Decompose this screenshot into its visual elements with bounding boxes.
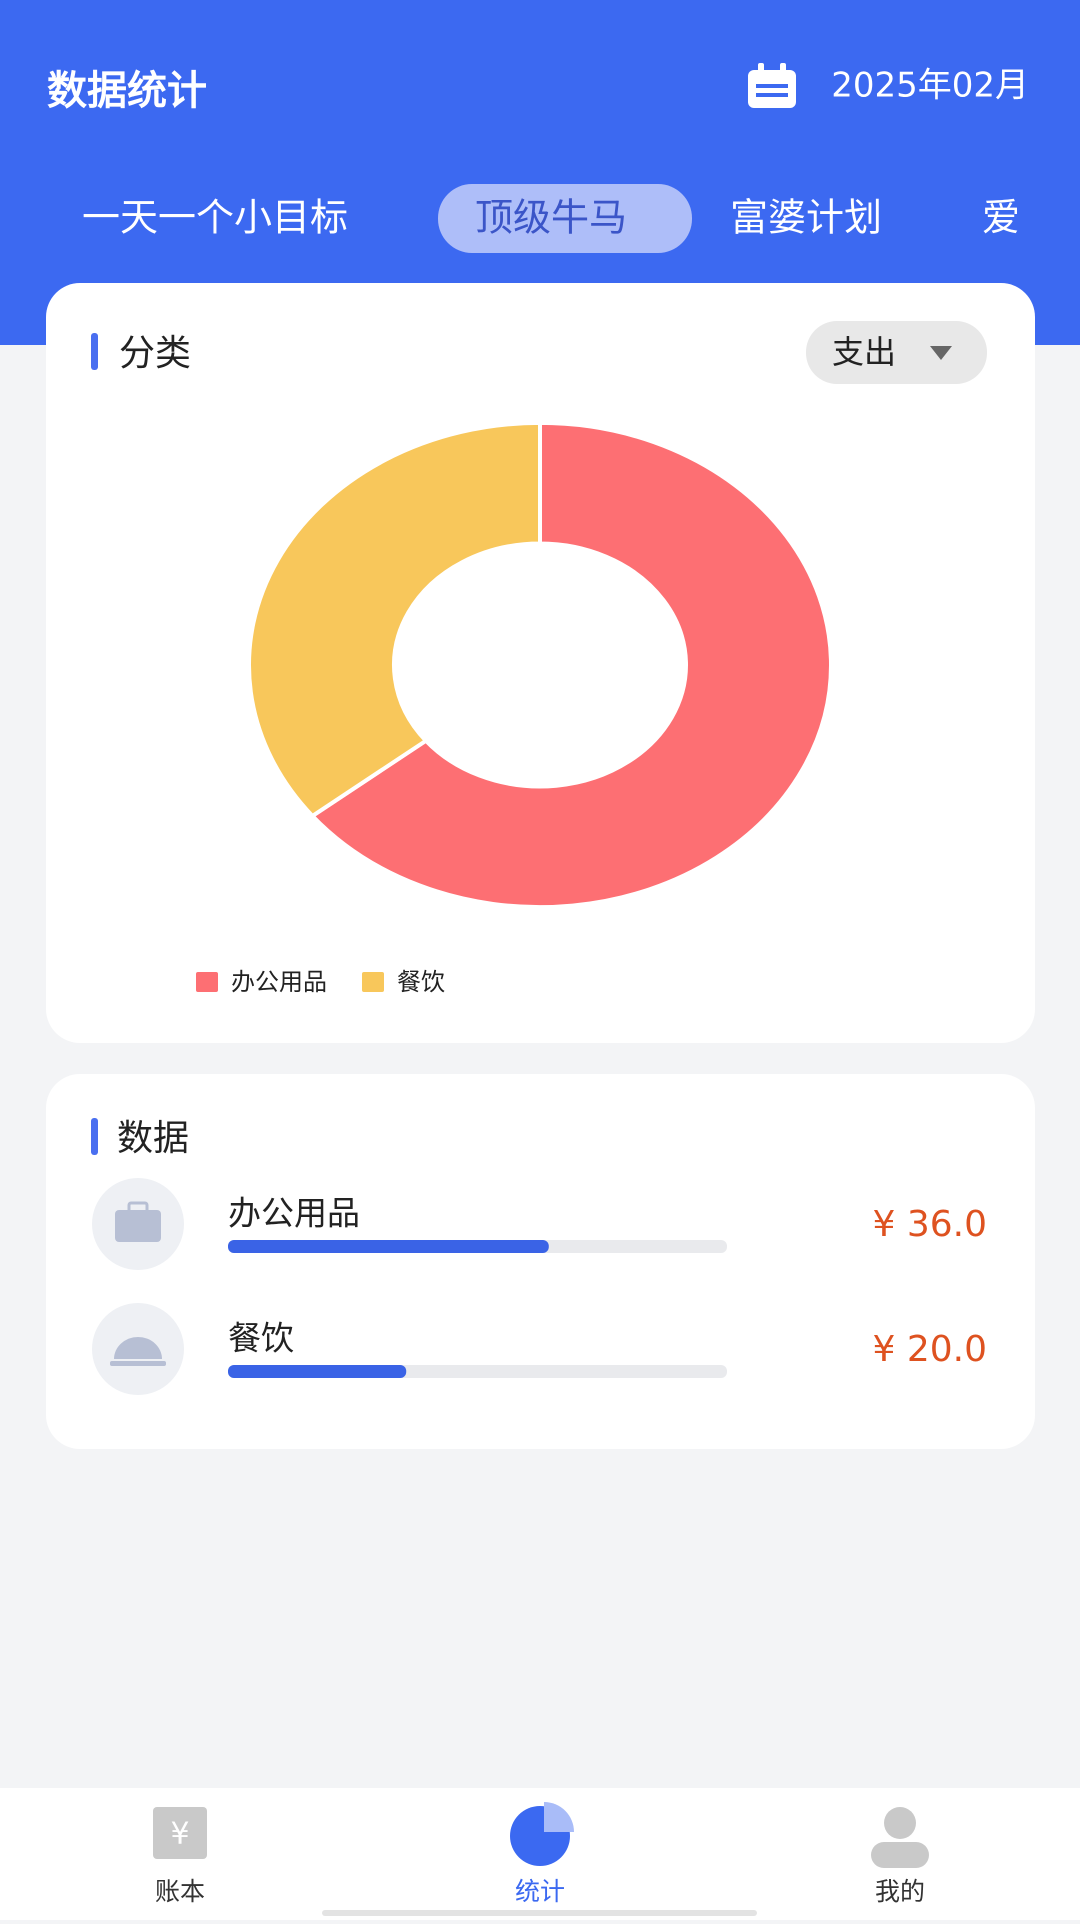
- category-icon: [114, 1337, 162, 1359]
- category-name: 餐饮: [228, 1319, 294, 1358]
- data-card: [46, 1074, 1035, 1449]
- legend-label: 办公用品: [231, 968, 327, 996]
- pie-slice: [249, 423, 540, 816]
- progress-bar: [228, 1240, 549, 1253]
- section-title: 数据: [117, 1118, 189, 1159]
- category-card: [46, 283, 1035, 1043]
- nav-icon[interactable]: [884, 1807, 916, 1839]
- home-indicator: [322, 1910, 757, 1916]
- tab-bar: 一天一个小目标 顶级牛马 富婆计划 爱: [82, 184, 1020, 253]
- tab-active[interactable]: 顶级牛马: [475, 196, 627, 240]
- amount: ¥ 20.0: [872, 1329, 987, 1370]
- dropdown-label[interactable]: 支出: [832, 333, 896, 371]
- calendar-icon[interactable]: [748, 63, 796, 108]
- legend-label: 餐饮: [397, 968, 445, 996]
- category-icon: [127, 1201, 149, 1214]
- month-picker[interactable]: 2025年02月: [831, 66, 1029, 106]
- nav-icon[interactable]: [871, 1842, 929, 1868]
- tab[interactable]: 一天一个小目标: [82, 196, 348, 240]
- nav-label[interactable]: 我的: [875, 1877, 925, 1906]
- section-title: 分类: [119, 333, 191, 374]
- dropdown-arrow[interactable]: [930, 346, 952, 360]
- progress-bar: [228, 1365, 407, 1378]
- category-name: 办公用品: [228, 1194, 360, 1233]
- nav-icon[interactable]: [153, 1807, 207, 1859]
- section-accent: [91, 1118, 98, 1155]
- category-icon: [110, 1361, 166, 1366]
- legend-swatch: [362, 972, 384, 992]
- nav-icon[interactable]: [544, 1802, 574, 1832]
- legend-swatch: [196, 972, 218, 992]
- legend: 办公用品 餐饮: [196, 968, 445, 996]
- donut-chart: [249, 423, 831, 907]
- tab[interactable]: 爱: [982, 196, 1020, 240]
- section-accent: [91, 333, 98, 370]
- nav-label-active[interactable]: 统计: [515, 1877, 565, 1906]
- category-icon: [115, 1210, 161, 1242]
- data-list: 办公用品 ¥ 36.0 餐饮 ¥ 20.0: [92, 1178, 987, 1395]
- amount: ¥ 36.0: [872, 1204, 987, 1245]
- nav-items: ¥ 账本 统计 我的: [153, 1802, 929, 1906]
- type-dropdown[interactable]: [806, 321, 987, 384]
- tab-pill[interactable]: [438, 184, 692, 253]
- nav-icon-glyph[interactable]: ¥: [170, 1817, 189, 1852]
- nav-label[interactable]: 账本: [155, 1877, 205, 1906]
- page-title: 数据统计: [47, 68, 207, 114]
- tab[interactable]: 富婆计划: [730, 196, 882, 240]
- pie-slice: [312, 423, 831, 907]
